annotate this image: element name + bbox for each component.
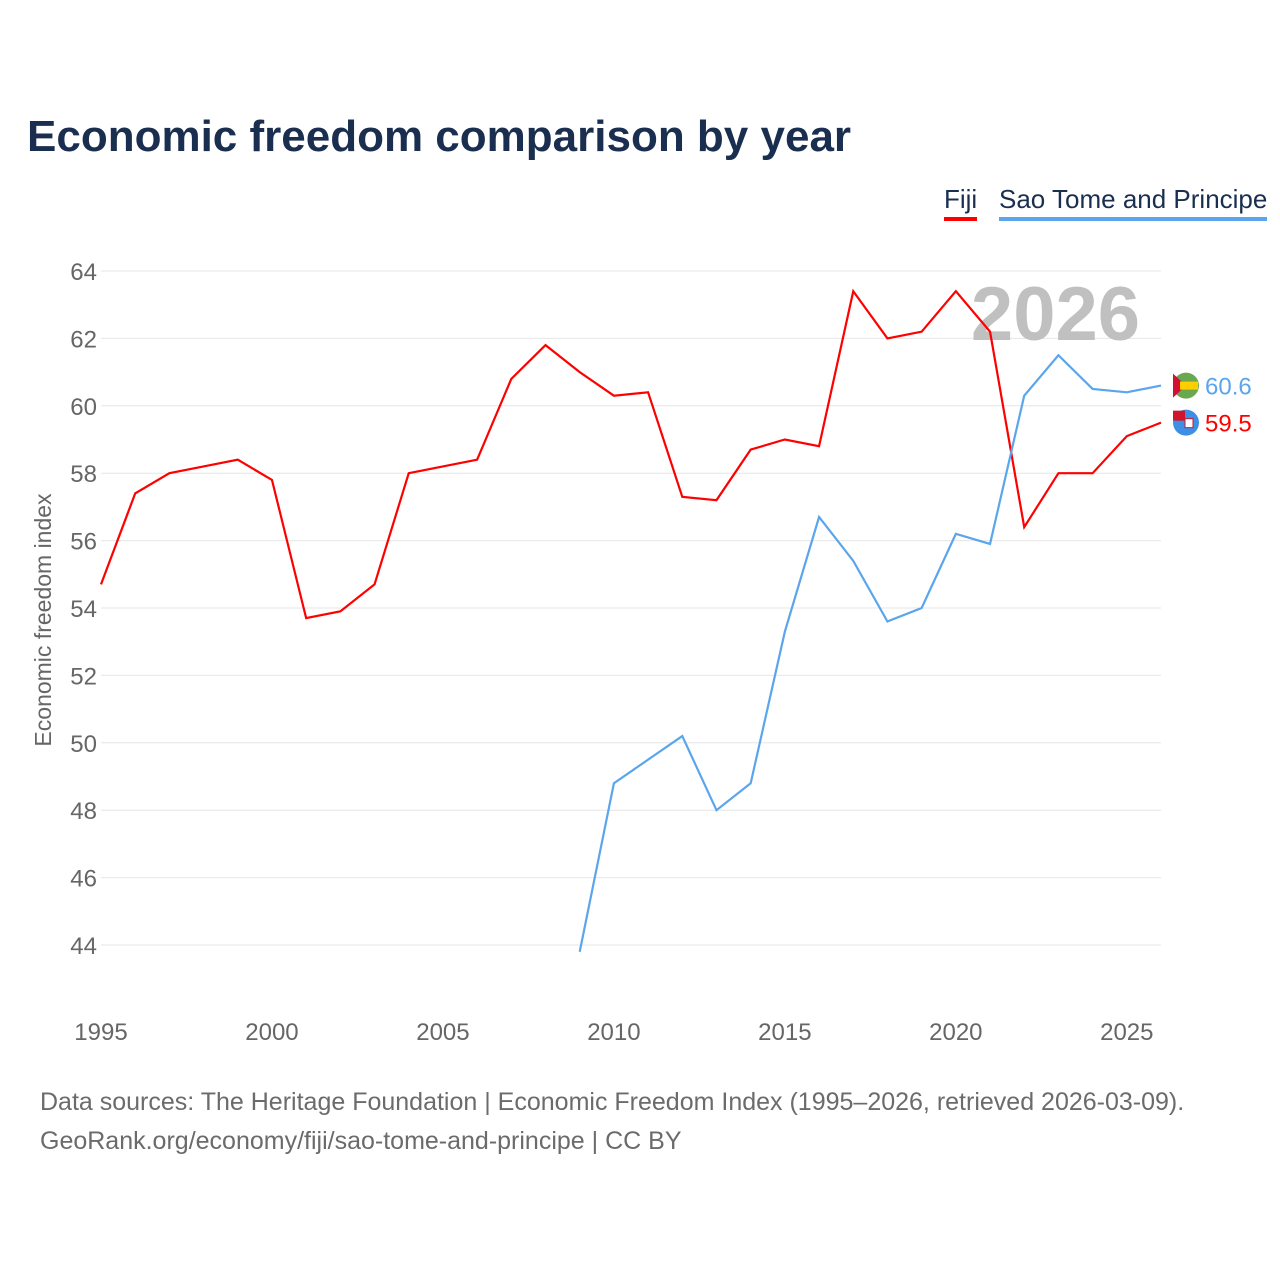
x-tick-label: 2010 bbox=[587, 1019, 640, 1046]
x-tick-label: 1995 bbox=[74, 1019, 127, 1046]
y-tick-label: 60 bbox=[70, 394, 97, 421]
y-tick-label: 44 bbox=[70, 933, 97, 960]
source-line-1: Data sources: The Heritage Foundation | … bbox=[40, 1088, 1185, 1116]
y-tick-label: 48 bbox=[70, 798, 97, 825]
flag-detail bbox=[1173, 373, 1186, 398]
series-line-sao-tome bbox=[578, 353, 1162, 952]
y-tick-label: 46 bbox=[70, 866, 97, 893]
flag-detail bbox=[1180, 381, 1198, 390]
x-tick-label: 2000 bbox=[245, 1019, 298, 1046]
end-value-label: 60.6 bbox=[1205, 374, 1252, 401]
y-tick-label: 64 bbox=[70, 259, 97, 286]
x-tick-label: 2015 bbox=[758, 1019, 811, 1046]
legend-fiji[interactable]: Fiji bbox=[944, 184, 978, 221]
legend-sao-tome[interactable]: Sao Tome and Principe bbox=[999, 184, 1268, 221]
y-tick-label: 52 bbox=[70, 663, 97, 690]
flag-detail bbox=[1173, 410, 1185, 421]
y-tick-label: 54 bbox=[70, 596, 97, 623]
series-line-fiji bbox=[99, 288, 1162, 620]
source-line-2[interactable]: GeoRank.org/economy/fiji/sao-tome-and-pr… bbox=[40, 1127, 682, 1155]
y-tick-label: 50 bbox=[70, 731, 97, 758]
chart-title: Economic freedom comparison by year bbox=[27, 112, 852, 161]
y-axis-label: Economic freedom index bbox=[30, 493, 56, 747]
end-value-label: 59.5 bbox=[1205, 411, 1252, 438]
x-tick-label: 2005 bbox=[416, 1019, 469, 1046]
year-watermark: 2026 bbox=[971, 272, 1140, 357]
flag-detail bbox=[1184, 418, 1194, 429]
y-tick-label: 62 bbox=[70, 326, 97, 353]
x-tick-label: 2020 bbox=[929, 1019, 982, 1046]
x-tick-label: 2025 bbox=[1100, 1019, 1153, 1046]
y-tick-label: 56 bbox=[70, 529, 97, 556]
y-tick-label: 58 bbox=[70, 461, 97, 488]
